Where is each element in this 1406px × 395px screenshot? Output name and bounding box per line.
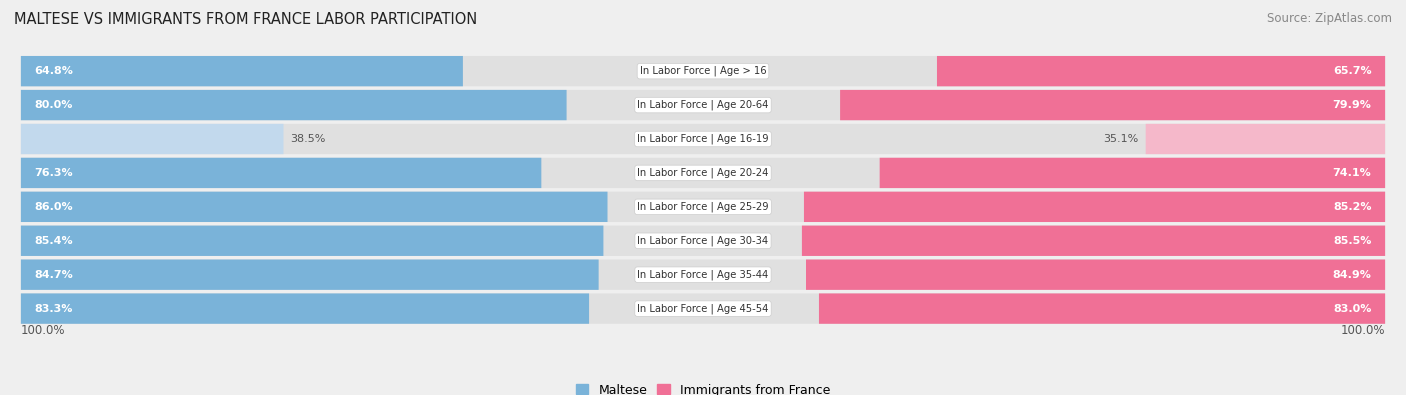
Legend: Maltese, Immigrants from France: Maltese, Immigrants from France xyxy=(571,378,835,395)
FancyBboxPatch shape xyxy=(21,192,1385,222)
Text: 76.3%: 76.3% xyxy=(35,168,73,178)
FancyBboxPatch shape xyxy=(21,56,1385,87)
Text: 83.0%: 83.0% xyxy=(1333,304,1371,314)
FancyBboxPatch shape xyxy=(806,260,1385,290)
FancyBboxPatch shape xyxy=(21,90,1385,120)
FancyBboxPatch shape xyxy=(21,56,463,87)
Text: 85.2%: 85.2% xyxy=(1333,202,1371,212)
Text: 84.7%: 84.7% xyxy=(35,270,73,280)
Text: Source: ZipAtlas.com: Source: ZipAtlas.com xyxy=(1267,12,1392,25)
FancyBboxPatch shape xyxy=(21,293,589,324)
FancyBboxPatch shape xyxy=(21,192,607,222)
FancyBboxPatch shape xyxy=(21,260,1385,290)
FancyBboxPatch shape xyxy=(21,90,567,120)
Text: In Labor Force | Age 45-54: In Labor Force | Age 45-54 xyxy=(637,303,769,314)
Text: 85.5%: 85.5% xyxy=(1333,236,1371,246)
FancyBboxPatch shape xyxy=(21,226,1385,256)
Text: 64.8%: 64.8% xyxy=(35,66,73,76)
Text: 74.1%: 74.1% xyxy=(1333,168,1371,178)
Text: 83.3%: 83.3% xyxy=(35,304,73,314)
Text: 100.0%: 100.0% xyxy=(21,324,66,337)
Text: 80.0%: 80.0% xyxy=(35,100,73,110)
Text: 85.4%: 85.4% xyxy=(35,236,73,246)
Text: 86.0%: 86.0% xyxy=(35,202,73,212)
FancyBboxPatch shape xyxy=(21,124,284,154)
FancyBboxPatch shape xyxy=(21,158,541,188)
Text: In Labor Force | Age 30-34: In Labor Force | Age 30-34 xyxy=(637,235,769,246)
FancyBboxPatch shape xyxy=(21,124,1385,154)
Text: 100.0%: 100.0% xyxy=(1340,324,1385,337)
Text: 84.9%: 84.9% xyxy=(1333,270,1371,280)
FancyBboxPatch shape xyxy=(1146,124,1385,154)
Text: In Labor Force | Age 35-44: In Labor Force | Age 35-44 xyxy=(637,269,769,280)
FancyBboxPatch shape xyxy=(804,192,1385,222)
Text: In Labor Force | Age > 16: In Labor Force | Age > 16 xyxy=(640,66,766,76)
FancyBboxPatch shape xyxy=(818,293,1385,324)
FancyBboxPatch shape xyxy=(21,260,599,290)
Text: 65.7%: 65.7% xyxy=(1333,66,1371,76)
Text: MALTESE VS IMMIGRANTS FROM FRANCE LABOR PARTICIPATION: MALTESE VS IMMIGRANTS FROM FRANCE LABOR … xyxy=(14,12,477,27)
Text: 38.5%: 38.5% xyxy=(290,134,326,144)
Text: In Labor Force | Age 20-64: In Labor Force | Age 20-64 xyxy=(637,100,769,110)
FancyBboxPatch shape xyxy=(21,158,1385,188)
FancyBboxPatch shape xyxy=(936,56,1385,87)
Text: 79.9%: 79.9% xyxy=(1333,100,1371,110)
Text: In Labor Force | Age 16-19: In Labor Force | Age 16-19 xyxy=(637,134,769,144)
FancyBboxPatch shape xyxy=(801,226,1385,256)
Text: 35.1%: 35.1% xyxy=(1104,134,1139,144)
FancyBboxPatch shape xyxy=(841,90,1385,120)
FancyBboxPatch shape xyxy=(21,293,1385,324)
Text: In Labor Force | Age 25-29: In Labor Force | Age 25-29 xyxy=(637,201,769,212)
FancyBboxPatch shape xyxy=(880,158,1385,188)
FancyBboxPatch shape xyxy=(21,226,603,256)
Text: In Labor Force | Age 20-24: In Labor Force | Age 20-24 xyxy=(637,167,769,178)
